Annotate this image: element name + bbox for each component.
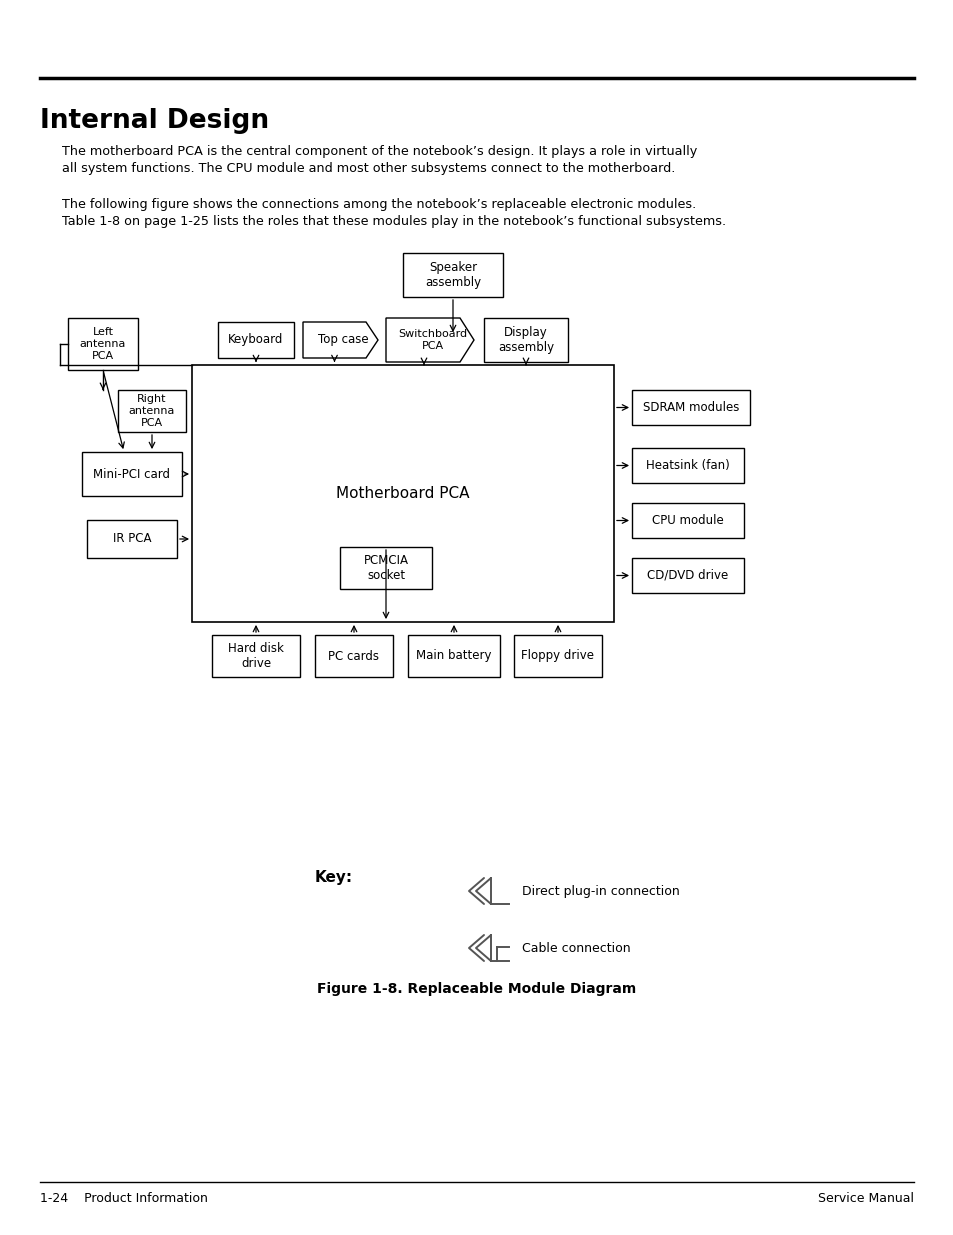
Text: The following figure shows the connections among the notebook’s replaceable elec: The following figure shows the connectio…	[62, 198, 725, 228]
Text: Right
antenna
PCA: Right antenna PCA	[129, 394, 175, 427]
Text: CPU module: CPU module	[652, 514, 723, 527]
Text: Figure 1-8. Replaceable Module Diagram: Figure 1-8. Replaceable Module Diagram	[317, 982, 636, 995]
Bar	[408, 635, 499, 677]
Text: Service Manual: Service Manual	[817, 1192, 913, 1205]
Bar	[631, 448, 743, 483]
Bar	[514, 635, 601, 677]
Text: Key:: Key:	[314, 869, 353, 885]
Text: PC cards: PC cards	[328, 650, 379, 662]
Bar	[631, 558, 743, 593]
Text: Hard disk
drive: Hard disk drive	[228, 642, 284, 671]
Bar	[339, 547, 432, 589]
Bar	[118, 390, 186, 432]
Text: Main battery: Main battery	[416, 650, 491, 662]
Text: The motherboard PCA is the central component of the notebook’s design. It plays : The motherboard PCA is the central compo…	[62, 144, 697, 175]
Bar	[192, 366, 614, 622]
Text: IR PCA: IR PCA	[112, 532, 152, 546]
Polygon shape	[303, 322, 377, 358]
Text: Keyboard: Keyboard	[228, 333, 283, 347]
Bar	[314, 635, 393, 677]
Bar	[218, 322, 294, 358]
Bar	[87, 520, 177, 558]
Bar	[212, 635, 299, 677]
Text: Internal Design: Internal Design	[40, 107, 269, 135]
Text: Switchboard
PCA: Switchboard PCA	[398, 330, 467, 351]
Bar	[68, 317, 138, 370]
Text: PCMCIA
socket: PCMCIA socket	[363, 555, 408, 582]
Text: Top case: Top case	[317, 333, 368, 347]
Bar	[631, 390, 749, 425]
Text: Motherboard PCA: Motherboard PCA	[335, 487, 469, 501]
Text: Speaker
assembly: Speaker assembly	[424, 261, 480, 289]
Text: Heatsink (fan): Heatsink (fan)	[645, 459, 729, 472]
Polygon shape	[386, 317, 474, 362]
Text: Cable connection: Cable connection	[521, 941, 630, 955]
Text: Direct plug-in connection: Direct plug-in connection	[521, 884, 679, 898]
Bar	[631, 503, 743, 538]
Bar	[402, 253, 502, 296]
Text: Left
antenna
PCA: Left antenna PCA	[80, 327, 126, 361]
Text: SDRAM modules: SDRAM modules	[642, 401, 739, 414]
Text: CD/DVD drive: CD/DVD drive	[647, 569, 728, 582]
Text: 1-24    Product Information: 1-24 Product Information	[40, 1192, 208, 1205]
Text: Display
assembly: Display assembly	[497, 326, 554, 354]
Bar	[483, 317, 567, 362]
Text: Floppy drive: Floppy drive	[521, 650, 594, 662]
Text: Mini-PCI card: Mini-PCI card	[93, 468, 171, 480]
Bar	[82, 452, 182, 496]
